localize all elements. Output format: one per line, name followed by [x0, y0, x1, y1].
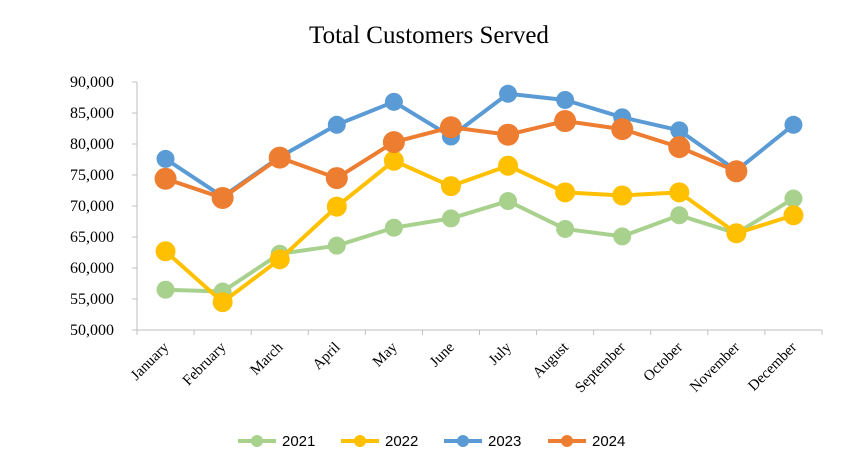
x-tick-label: August	[530, 339, 573, 382]
data-point	[669, 182, 690, 203]
legend-item-2021: 2021	[238, 433, 315, 450]
data-point	[613, 227, 632, 246]
data-point	[268, 146, 291, 169]
legend-marker	[251, 435, 263, 447]
data-point	[556, 90, 575, 109]
legend-marker	[457, 435, 469, 447]
data-point	[498, 155, 519, 176]
x-tick-label: November	[687, 340, 743, 396]
data-point	[555, 182, 576, 203]
y-tick-label: 65,000	[70, 229, 114, 246]
data-point	[499, 192, 518, 211]
x-tick-label: July	[486, 339, 515, 368]
data-point	[441, 209, 460, 228]
series-line	[164, 91, 795, 199]
legend-label: 2021	[282, 433, 315, 450]
x-tick-label: February	[180, 339, 230, 389]
y-tick-label: 85,000	[70, 105, 114, 122]
y-tick-label: 80,000	[70, 136, 114, 153]
y-tick-label: 75,000	[70, 167, 114, 184]
x-tick-label: December	[745, 340, 800, 395]
x-tick-label: September	[572, 340, 629, 397]
data-point	[783, 205, 804, 226]
data-point	[668, 136, 691, 159]
data-point	[382, 131, 405, 154]
data-point	[440, 176, 461, 197]
data-point	[327, 236, 346, 255]
data-point	[554, 110, 577, 133]
series-2023	[156, 84, 803, 206]
data-point	[156, 280, 175, 299]
data-point	[725, 160, 748, 183]
data-point	[670, 206, 689, 225]
legend-label: 2024	[592, 433, 625, 450]
y-tick-label: 50,000	[70, 322, 114, 339]
x-tick-label: June	[427, 339, 458, 370]
data-point	[154, 167, 177, 190]
series-line	[165, 196, 795, 294]
legend-marker	[354, 435, 366, 447]
data-point	[325, 167, 348, 190]
legend-item-2024: 2024	[548, 433, 625, 450]
data-point	[327, 115, 346, 134]
series-2024	[154, 110, 748, 209]
data-point	[499, 84, 518, 103]
data-point	[611, 118, 634, 141]
data-point	[384, 218, 403, 237]
x-tick-label: October	[641, 340, 686, 385]
x-axis: January February March April May June July Augu…	[128, 329, 823, 397]
data-point	[784, 189, 803, 208]
legend-marker	[561, 435, 573, 447]
data-point	[269, 249, 290, 270]
data-point	[383, 150, 404, 171]
data-point	[784, 115, 803, 134]
series-2021	[156, 189, 803, 301]
data-point	[211, 186, 234, 209]
legend-label: 2022	[385, 433, 418, 450]
legend-label: 2023	[488, 433, 521, 450]
data-point	[497, 123, 520, 146]
data-point	[670, 121, 689, 140]
data-point	[155, 241, 176, 262]
data-point	[556, 219, 575, 238]
data-point	[212, 292, 233, 313]
data-point	[726, 223, 747, 244]
x-tick-label: January	[128, 339, 173, 384]
data-point	[384, 92, 403, 111]
chart-title: Total Customers Served	[309, 22, 549, 49]
y-tick-label: 60,000	[70, 260, 114, 277]
data-point	[156, 149, 175, 168]
data-point	[612, 185, 633, 206]
series-line	[164, 158, 795, 305]
y-tick-label: 70,000	[70, 198, 114, 215]
y-tick-label: 90,000	[70, 74, 114, 91]
x-tick-label: April	[310, 340, 344, 374]
data-point	[439, 116, 462, 139]
legend: 2021 2022 2023 2024	[238, 433, 625, 450]
x-tick-label: March	[248, 339, 287, 378]
series-group	[154, 84, 804, 313]
series-2022	[155, 150, 804, 313]
y-axis: 50,000 55,000 60,000 65,000 70,000 75,000 80,0…	[70, 74, 138, 339]
data-point	[326, 196, 347, 217]
y-tick-label: 55,000	[70, 291, 114, 308]
legend-item-2022: 2022	[341, 433, 418, 450]
legend-item-2023: 2023	[444, 433, 521, 450]
x-tick-label: May	[370, 339, 401, 370]
